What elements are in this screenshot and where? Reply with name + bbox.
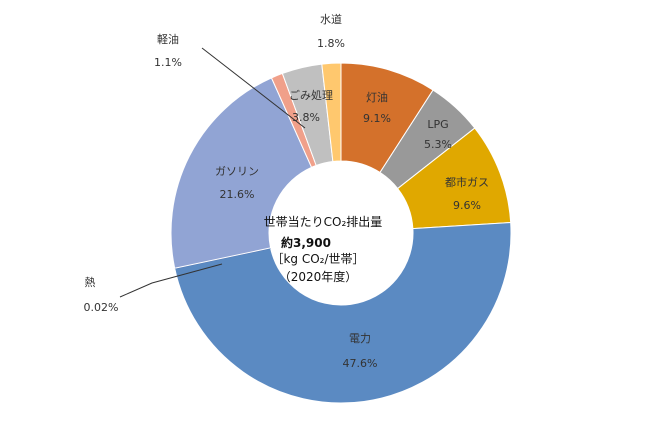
label-water-value: 1.8%: [317, 37, 345, 50]
center-year: （2020年度）: [279, 269, 358, 284]
label-heat-name: 熱: [85, 276, 96, 289]
label-light-oil-name: 軽油: [157, 32, 179, 46]
leader-line-light-oil: [201, 47, 306, 129]
label-gasoline-value: 21.6%: [220, 188, 255, 201]
label-light-oil-value: 1.1%: [154, 56, 182, 69]
label-lpg-name: LPG: [427, 118, 448, 131]
label-lpg-value: 5.3%: [424, 138, 452, 151]
slice-3: [174, 222, 512, 404]
label-city-gas-value: 9.6%: [453, 199, 481, 212]
center-amount: 約3,900: [281, 235, 331, 250]
center-title: 世帯当たりCO₂排出量: [264, 215, 383, 229]
label-electricity-name: 電力: [349, 332, 371, 345]
label-waste-value: 3.8%: [292, 111, 320, 124]
label-water-name: 水道: [320, 12, 342, 26]
label-electricity-value: 47.6%: [343, 357, 378, 370]
label-city-gas-name: 都市ガス: [445, 175, 489, 189]
leader-line-heat: [119, 263, 223, 298]
label-kerosene-name: 灯油: [366, 90, 388, 104]
label-heat-value: 0.02%: [84, 301, 119, 314]
label-kerosene-value: 9.1%: [363, 112, 391, 125]
slice-8: [321, 62, 342, 163]
center-unit: ［kg CO₂/世帯］: [271, 252, 364, 266]
label-gasoline-name: ガソリン: [215, 165, 259, 178]
label-waste-name: ごみ処理: [289, 88, 333, 102]
slices: [170, 62, 512, 404]
